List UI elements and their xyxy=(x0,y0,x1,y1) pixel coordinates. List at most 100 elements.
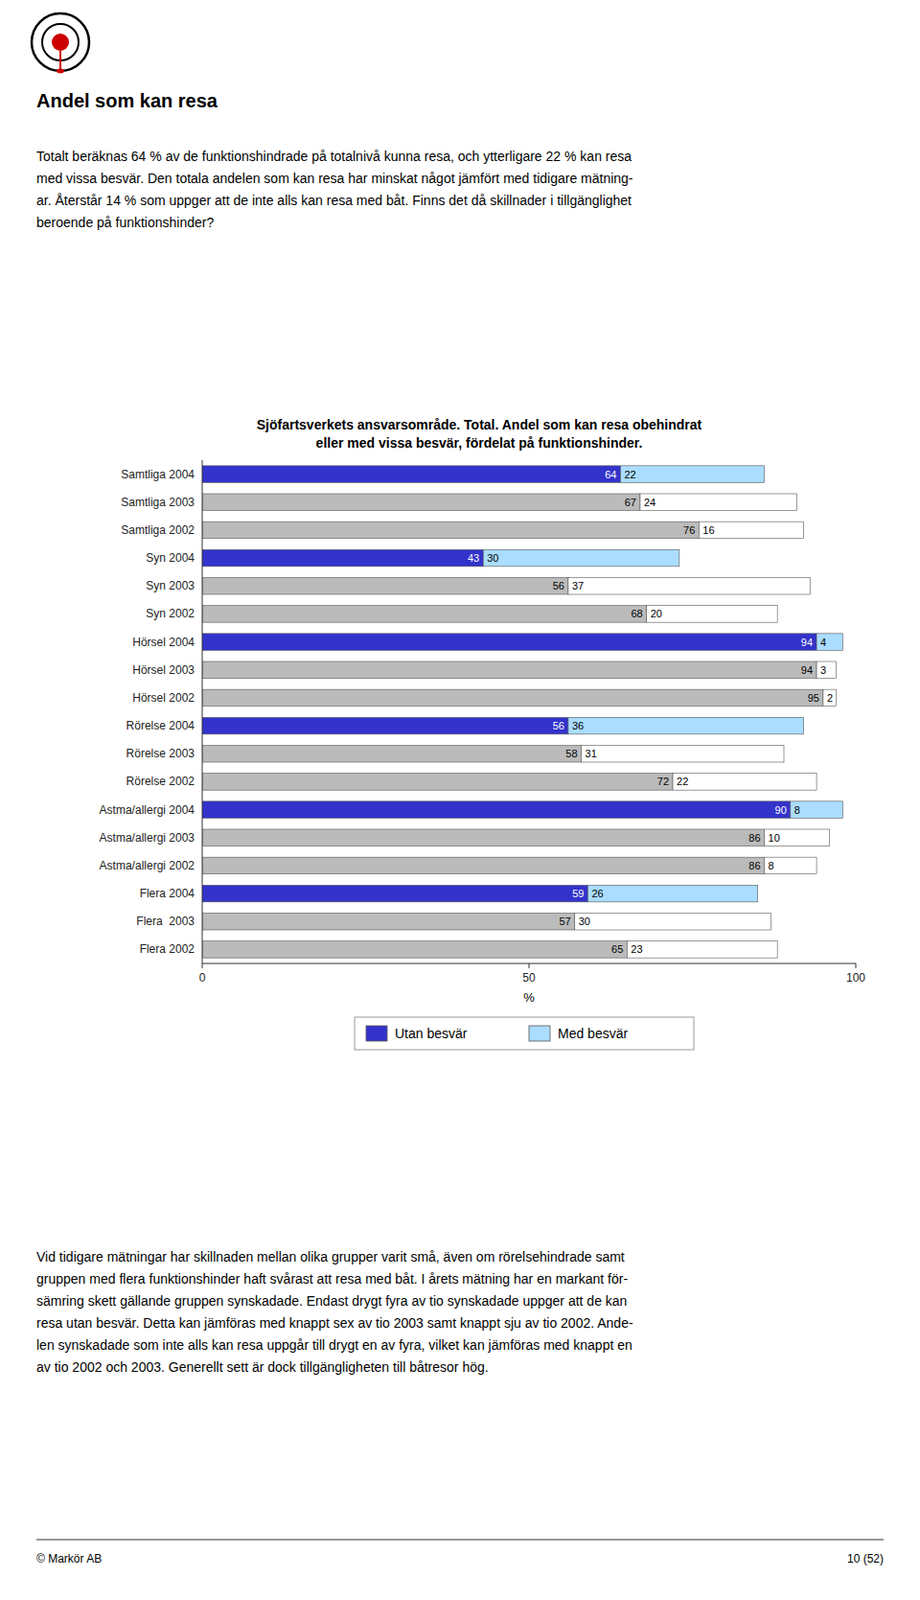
category-label: Samtliga 2002 xyxy=(120,523,195,537)
bar xyxy=(646,605,778,623)
bar xyxy=(202,689,824,707)
data-labels: 6422672476164330563768209449439525636583… xyxy=(467,468,833,956)
x-tick xyxy=(529,963,530,968)
data-label: 37 xyxy=(572,579,584,592)
data-label: 95 xyxy=(807,691,820,704)
chart-title-line: Sjöfartsverkets ansvarsområde. Total. An… xyxy=(256,416,703,433)
bar xyxy=(587,884,758,902)
category-label: Flera 2003 xyxy=(136,914,195,928)
footer-text: Vid tidigare mätningar har skillnaden me… xyxy=(36,1248,625,1265)
bar xyxy=(202,828,765,847)
category-label: Syn 2002 xyxy=(145,606,195,621)
body-text: Totalt beräknas 64 % av de funktionshind… xyxy=(36,148,632,164)
category-label: Flera 2004 xyxy=(139,886,196,900)
data-label: 86 xyxy=(748,831,760,844)
footer-text: av tio 2002 och 2003. Generellt sett är … xyxy=(36,1358,489,1375)
data-label: 24 xyxy=(644,496,656,508)
data-label: 58 xyxy=(565,747,577,759)
bar xyxy=(698,521,804,539)
heading: Andel som kan resa xyxy=(36,90,219,112)
data-label: 22 xyxy=(676,775,689,787)
body-text: ar. Återstår 14 % som uppger att de ​int… xyxy=(36,192,632,208)
bar xyxy=(202,884,588,902)
category-label: Rörelse 2003 xyxy=(126,746,196,760)
data-label: 36 xyxy=(572,719,584,732)
bar xyxy=(202,801,791,819)
chart-title: Sjöfartsverkets ansvarsområde. Total. An… xyxy=(256,416,703,451)
data-label: 26 xyxy=(591,887,603,899)
legend-box xyxy=(354,1016,694,1050)
data-label: 10 xyxy=(768,831,781,844)
bar xyxy=(202,577,569,596)
data-label: 4 xyxy=(820,636,827,648)
logo-center xyxy=(51,33,69,51)
data-label: 64 xyxy=(604,468,617,481)
background xyxy=(0,0,920,1600)
footer-text: resa utan besvär. Detta kan jämföras med… xyxy=(36,1314,634,1331)
footer-text: gruppen med flera funktionshinder haft s… xyxy=(36,1270,628,1287)
body-text: med vissa besvär. Den totala andelen som… xyxy=(36,170,634,186)
bar xyxy=(202,661,817,679)
bar xyxy=(202,745,582,763)
data-label: 56 xyxy=(552,719,565,732)
bar xyxy=(202,856,765,874)
chart: 6422672476164330563768209449439525636583… xyxy=(99,460,867,1050)
bar xyxy=(764,828,830,847)
category-label: Syn 2003 xyxy=(145,578,195,593)
data-label: 67 xyxy=(624,496,637,508)
bar xyxy=(568,716,805,735)
data-label: 30 xyxy=(486,552,499,564)
data-label: 76 xyxy=(683,524,695,536)
category-label: Astma/allergi 2002 xyxy=(99,858,196,873)
category-label: Rörelse 2004 xyxy=(126,718,196,733)
data-label: 43 xyxy=(467,552,480,564)
chart-title-line: eller med vissa besvär, fördelat på funk… xyxy=(316,435,644,451)
category-label: Flera 2002 xyxy=(139,942,196,956)
bar xyxy=(823,689,837,707)
bar xyxy=(672,773,817,791)
category-label: Astma/allergi 2003 xyxy=(99,830,196,845)
category-label: Syn 2004 xyxy=(145,551,195,565)
page: Andel som kan resa Totalt beräknas 64 % a… xyxy=(0,0,920,1600)
data-label: 94 xyxy=(801,636,813,648)
data-label: 65 xyxy=(611,943,623,955)
data-label: 57 xyxy=(558,915,571,927)
data-label: 59 xyxy=(572,887,584,899)
data-label: 2 xyxy=(827,691,833,704)
legend-swatch xyxy=(529,1025,551,1041)
category-label: Astma/allergi 2004 xyxy=(99,803,196,817)
data-label: 68 xyxy=(631,607,644,620)
y-axis xyxy=(202,460,204,964)
data-label: 94 xyxy=(801,664,813,676)
x-axis-label: % xyxy=(523,989,535,1005)
data-label: 72 xyxy=(657,775,669,787)
x-tick xyxy=(855,963,857,968)
bar xyxy=(620,465,764,483)
footer-rule xyxy=(36,1539,884,1541)
category-label: Samtliga 2003 xyxy=(120,495,195,509)
bar xyxy=(202,493,641,511)
category-label: Samtliga 2004 xyxy=(120,467,195,482)
data-label: 90 xyxy=(775,804,787,816)
category-label: Hörsel 2004 xyxy=(132,635,195,649)
bar xyxy=(202,549,483,567)
category-label: Rörelse 2002 xyxy=(126,774,196,788)
page-footer: © Markör AB xyxy=(36,1551,102,1565)
data-label: 22 xyxy=(623,468,636,481)
bar xyxy=(483,549,680,567)
bar xyxy=(575,913,772,931)
bar xyxy=(790,801,844,819)
x-tick-label: 0 xyxy=(199,970,207,985)
logo xyxy=(31,13,90,74)
bar xyxy=(202,465,621,483)
bar xyxy=(202,521,699,539)
category-label: Hörsel 2002 xyxy=(132,690,195,705)
data-label: 8 xyxy=(768,859,775,872)
bar xyxy=(640,493,798,511)
bar xyxy=(581,745,784,763)
bar xyxy=(202,716,569,735)
bar xyxy=(202,913,575,931)
data-label: 23 xyxy=(630,943,643,955)
x-tick-label: 50 xyxy=(522,970,536,985)
bar xyxy=(626,941,778,959)
